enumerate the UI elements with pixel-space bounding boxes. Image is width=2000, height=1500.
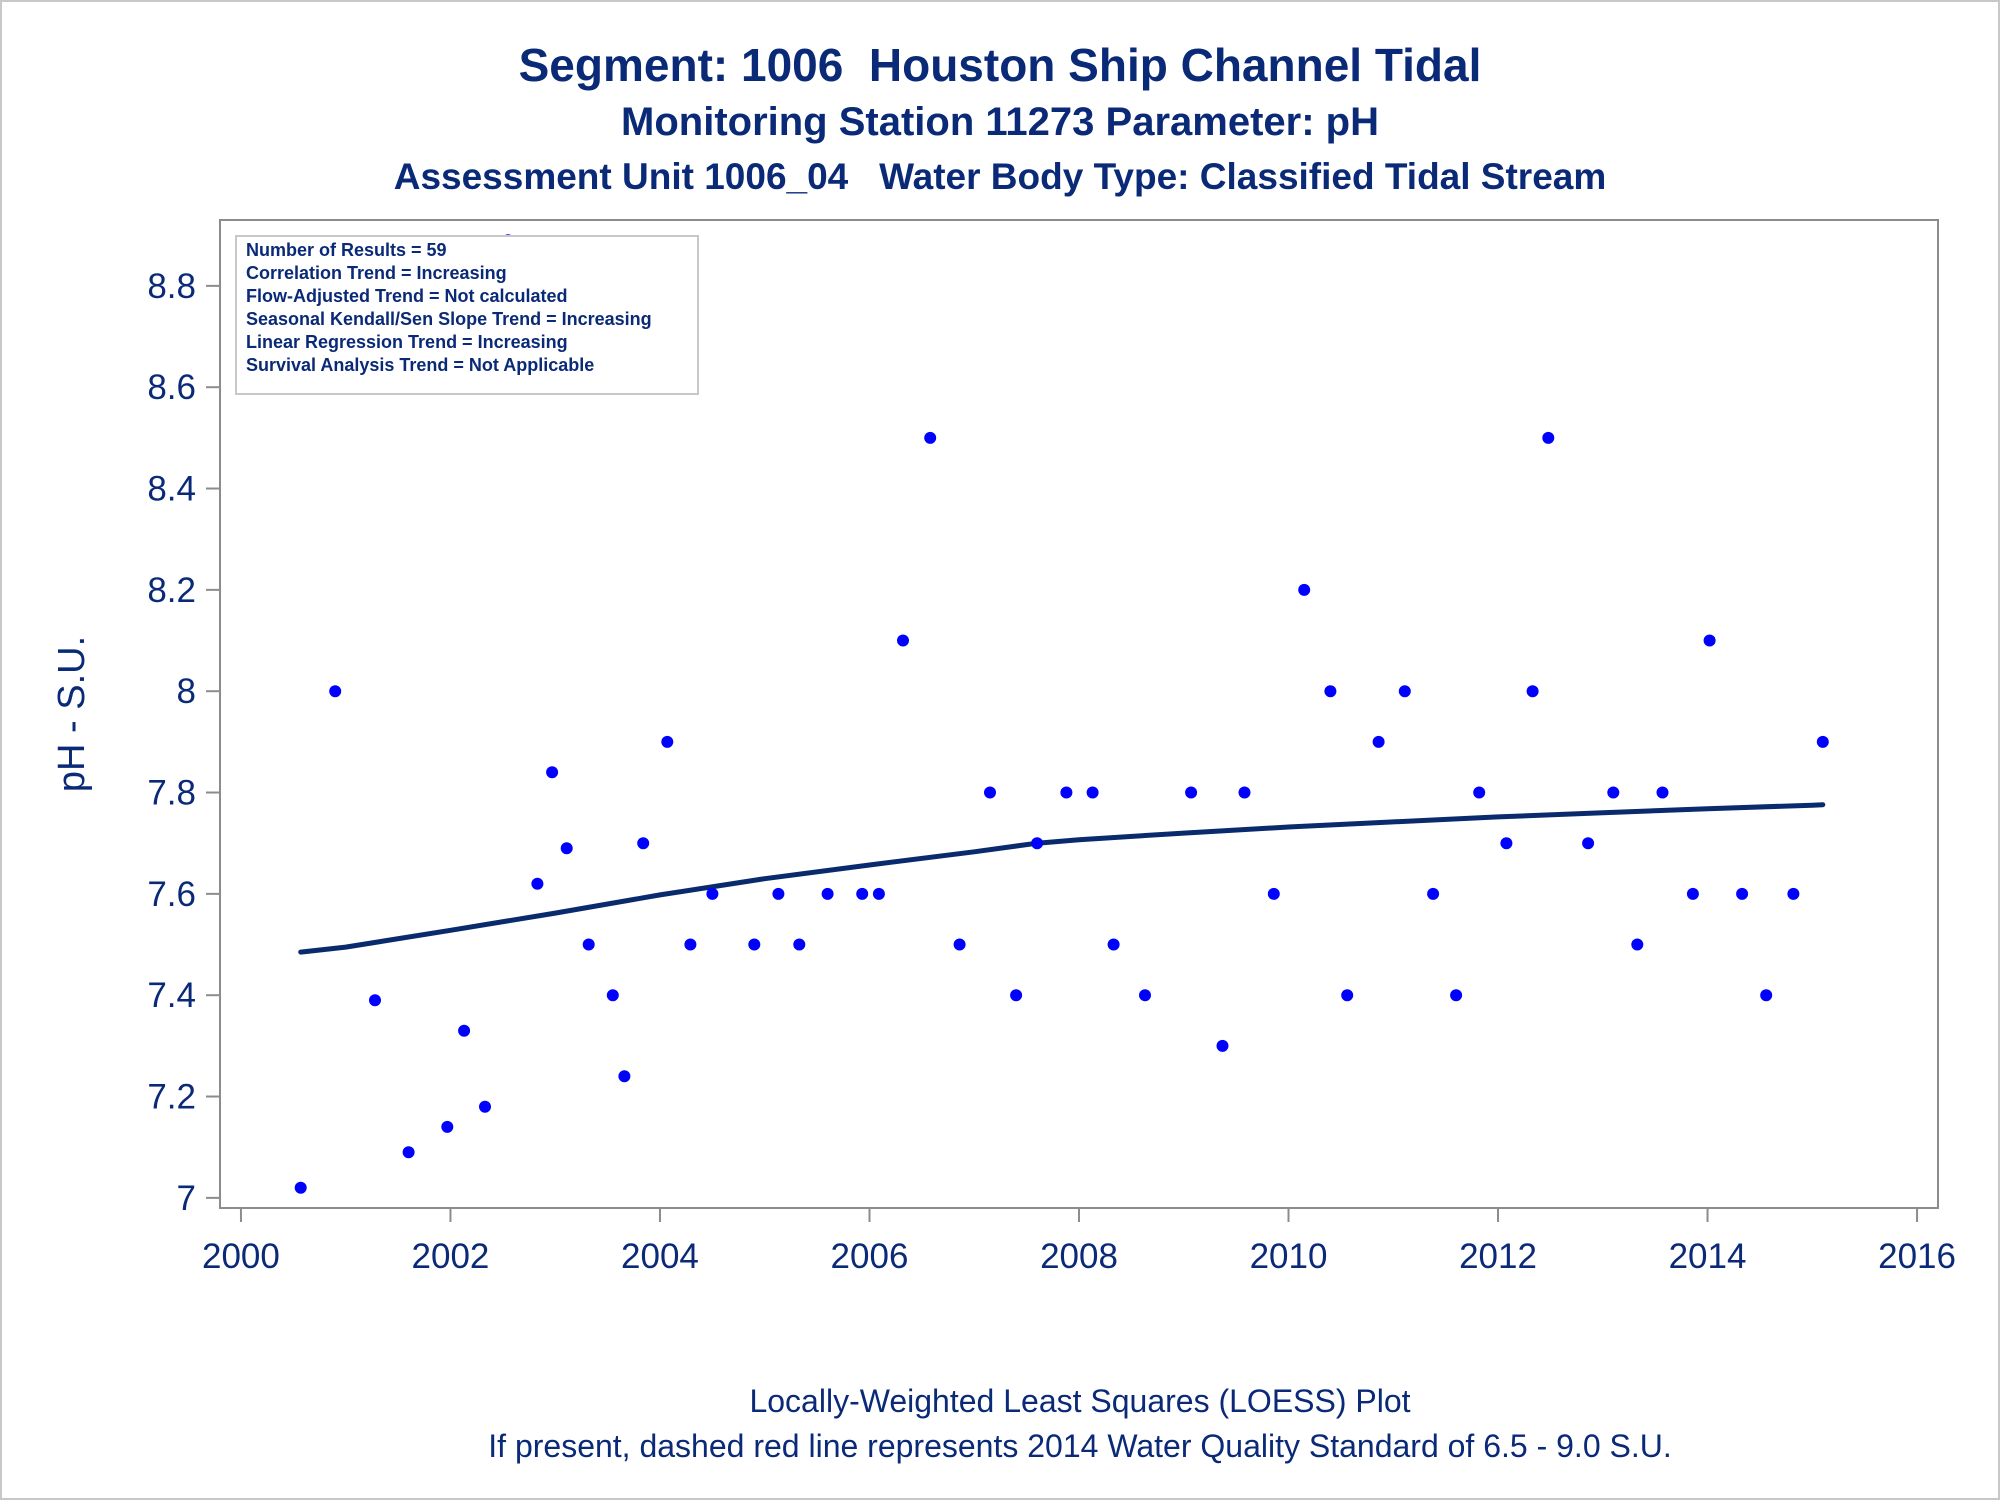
x-tick-label: 2002	[412, 1237, 490, 1276]
data-point	[748, 938, 761, 951]
y-tick-label: 8.2	[147, 571, 196, 610]
data-point	[1631, 938, 1644, 951]
data-point	[1542, 431, 1555, 444]
data-point	[637, 837, 650, 850]
data-point	[1760, 989, 1773, 1002]
data-point	[821, 887, 834, 900]
data-point	[479, 1100, 491, 1113]
y-tick-label: 7.4	[147, 976, 196, 1015]
chart-subtitle-station: Monitoring Station 11273 Parameter: pH	[621, 100, 1379, 144]
data-point	[1324, 685, 1337, 698]
data-point	[1656, 786, 1669, 799]
y-tick-label: 8.8	[147, 267, 196, 306]
data-point	[369, 994, 381, 1007]
x-axis: 2000 2002 2004 2006 2008 2010 2012 2014 2016	[202, 1208, 1956, 1276]
data-point	[897, 634, 909, 647]
y-tick-label: 8.4	[147, 470, 196, 509]
data-point	[1267, 887, 1280, 900]
data-point	[1341, 989, 1354, 1002]
data-point	[1031, 837, 1044, 850]
data-point	[684, 938, 697, 951]
footnote-standard: If present, dashed red line represents 2…	[488, 1428, 1672, 1464]
x-tick-label: 2014	[1669, 1237, 1747, 1276]
data-point	[582, 938, 595, 951]
data-point	[1238, 786, 1251, 799]
data-point	[1473, 786, 1486, 799]
data-point	[560, 842, 573, 855]
data-point	[1450, 989, 1463, 1002]
y-axis: 7 7.2 7.4 7.6 7.8 8 8.2 8.4 8.6 8.8	[147, 267, 220, 1218]
data-point	[618, 1070, 631, 1083]
legend-entry: Linear Regression Trend = Increasing	[246, 332, 568, 352]
data-points	[294, 234, 1829, 1194]
y-tick-label: 7.8	[147, 774, 196, 813]
data-point	[1216, 1039, 1229, 1052]
data-point	[984, 786, 996, 799]
data-point	[856, 887, 869, 900]
data-point	[661, 735, 674, 748]
data-point	[1736, 887, 1749, 900]
data-point	[872, 887, 885, 900]
data-point	[1107, 938, 1120, 951]
x-tick-label: 2010	[1250, 1237, 1328, 1276]
data-point	[1816, 735, 1829, 748]
y-axis-label: pH - S.U.	[51, 636, 93, 792]
data-point	[772, 887, 785, 900]
data-point	[458, 1024, 471, 1037]
data-point	[1607, 786, 1620, 799]
data-point	[329, 685, 342, 698]
chart-subtitle-assessment: Assessment Unit 1006_04 Water Body Type:…	[393, 156, 1607, 197]
data-point	[546, 766, 559, 779]
data-point	[441, 1120, 454, 1133]
data-point	[924, 431, 937, 444]
y-tick-label: 7	[177, 1179, 196, 1218]
data-point	[1298, 583, 1311, 596]
legend-box	[235, 235, 699, 395]
legend-entry: Correlation Trend = Increasing	[246, 263, 507, 283]
loess-curve	[298, 802, 1826, 955]
trend-legend: Number of Results = 59 Correlation Trend …	[235, 235, 699, 395]
data-point	[1372, 735, 1385, 748]
legend-entry: Number of Results = 59	[246, 240, 447, 260]
legend-entry: Seasonal Kendall/Sen Slope Trend = Incre…	[246, 309, 652, 329]
data-point	[1703, 634, 1716, 647]
y-tick-label: 7.6	[147, 875, 196, 914]
data-point	[1582, 837, 1595, 850]
data-point	[606, 989, 619, 1002]
data-point	[1185, 786, 1198, 799]
legend-entry: Survival Analysis Trend = Not Applicable	[246, 355, 594, 375]
footnote-loess: Locally-Weighted Least Squares (LOESS) P…	[749, 1383, 1411, 1419]
y-tick-label: 8	[177, 672, 196, 711]
x-tick-label: 2006	[831, 1237, 909, 1276]
data-point	[1139, 989, 1151, 1002]
legend-entry: Flow-Adjusted Trend = Not calculated	[246, 286, 568, 306]
data-point	[1526, 685, 1539, 698]
chart-title: Segment: 1006 Houston Ship Channel Tidal	[518, 39, 1482, 91]
data-point	[294, 1181, 307, 1194]
data-point	[531, 877, 544, 890]
data-point	[1086, 786, 1099, 799]
data-point	[1060, 786, 1073, 799]
data-point	[793, 938, 806, 951]
x-tick-label: 2012	[1459, 1237, 1537, 1276]
x-tick-label: 2008	[1040, 1237, 1118, 1276]
data-point	[1787, 887, 1800, 900]
data-point	[402, 1146, 415, 1159]
y-tick-label: 8.6	[147, 368, 196, 407]
y-tick-label: 7.2	[147, 1078, 196, 1117]
data-point	[1010, 989, 1023, 1002]
data-point	[1398, 685, 1411, 698]
x-tick-label: 2004	[621, 1237, 699, 1276]
x-tick-label: 2000	[202, 1237, 280, 1276]
data-point	[953, 938, 966, 951]
data-point	[1427, 887, 1440, 900]
data-point	[1686, 887, 1699, 900]
data-point	[1500, 837, 1513, 850]
x-tick-label: 2016	[1878, 1237, 1956, 1276]
data-point	[706, 887, 719, 900]
